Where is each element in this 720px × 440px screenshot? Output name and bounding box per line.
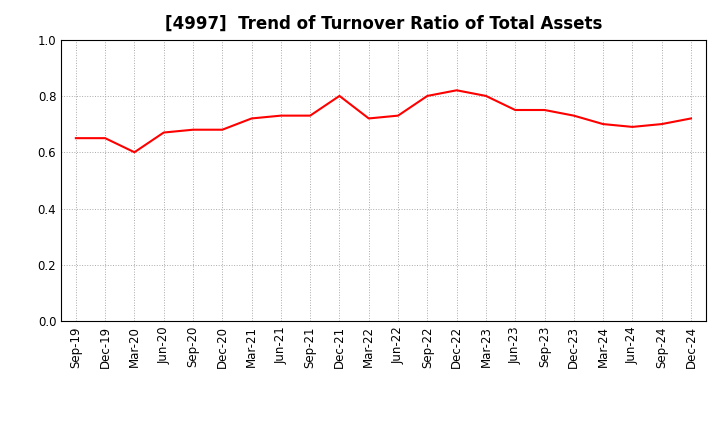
Title: [4997]  Trend of Turnover Ratio of Total Assets: [4997] Trend of Turnover Ratio of Total … xyxy=(165,15,602,33)
